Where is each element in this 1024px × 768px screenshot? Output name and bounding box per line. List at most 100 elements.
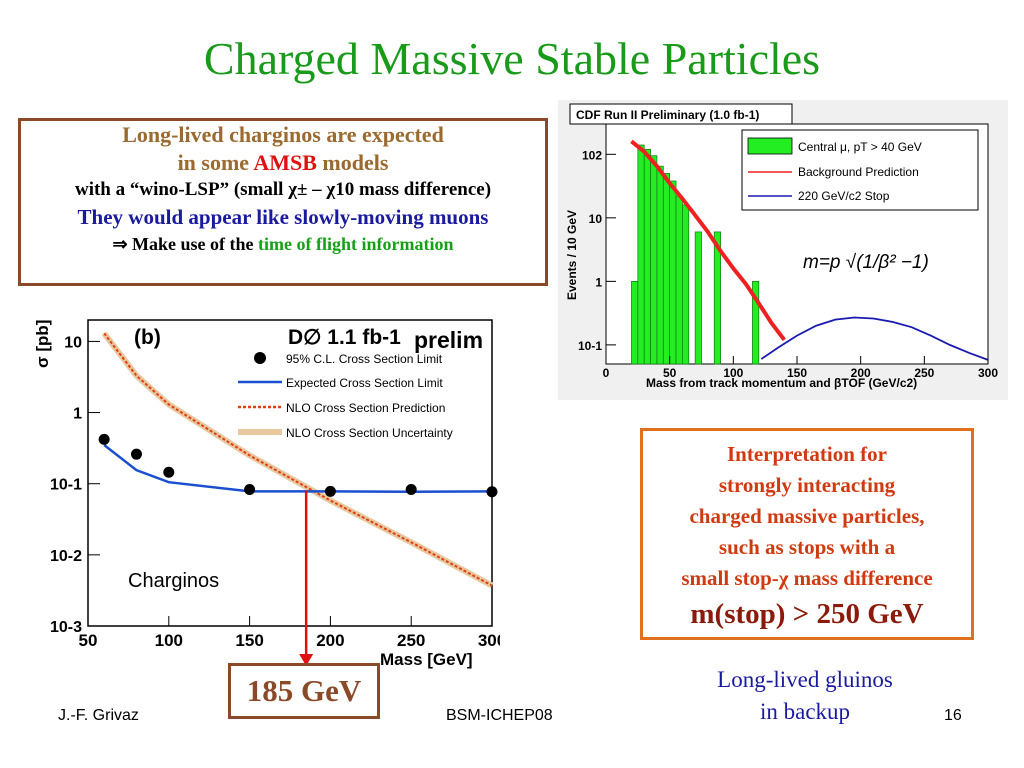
d0-observed-point-5 (405, 483, 417, 495)
cdf-x-tick-label-6: 300 (978, 366, 998, 380)
cdf-chart-title: CDF Run II Preliminary (1.0 fb-1) (576, 108, 759, 122)
d0-y-tick-label-0: 10-3 (50, 619, 82, 636)
d0-y-tick-label-1: 10-2 (50, 548, 82, 565)
cdf-x-tick-label-0: 0 (603, 366, 610, 380)
d0-x-label: Mass [GeV] (380, 650, 473, 669)
d0-x-tick-label-1: 100 (155, 631, 183, 650)
cdf-formula: m=p √(1/β² −1) (803, 252, 929, 273)
interpretation-line-3: charged massive particles, (689, 504, 925, 528)
cdf-hist-bin-9 (682, 204, 690, 365)
cdf-x-tick-label-4: 200 (851, 366, 871, 380)
cdf-hist-bin-1 (631, 281, 639, 365)
d0-legend-obs-marker (254, 352, 266, 364)
cdf-hist-bin-13 (713, 231, 721, 365)
d0-charginos-annotation: Charginos (128, 570, 219, 592)
cdf-y-tick-label-0: 10-1 (578, 339, 602, 353)
d0-observed-point-1 (130, 448, 142, 460)
d0-y-ticks: 10-3 10-2 10-1 1 10 (50, 334, 100, 636)
motivation-line-2: in some AMSB models (21, 149, 545, 177)
interpretation-line-2: strongly interacting (718, 473, 896, 497)
d0-observed-point-6 (486, 486, 498, 498)
gluinos-backup-note: Long-lived gluinos in backup (680, 664, 930, 728)
tof-highlight: time of flight information (258, 234, 454, 254)
cdf-y-ticks: 10-1 1 10 102 (578, 148, 616, 353)
cdf-hist-bin-3 (643, 148, 651, 365)
cdf-hist-bin-6 (662, 173, 671, 365)
d0-observed-limit-points (98, 433, 498, 498)
amsb-highlight: AMSB (253, 150, 317, 175)
backup-line-1: Long-lived gluinos (717, 667, 893, 692)
cdf-hist-bin-15 (752, 281, 760, 365)
cdf-x-tick-label-2: 100 (723, 366, 743, 380)
d0-plot-area (87, 319, 493, 627)
cdf-stop-signal-curve (760, 316, 989, 361)
d0-x-tick-label-2: 150 (235, 631, 263, 650)
d0-legend-obs: 95% C.L. Cross Section Limit (286, 352, 443, 366)
d0-observed-point-4 (324, 485, 336, 497)
cdf-mass-chart: CDF Run II Preliminary (1.0 fb-1) 0 50 100… (558, 100, 1008, 400)
motivation-line-2-post: models (316, 150, 389, 175)
cdf-x-tick-label-5: 250 (914, 366, 934, 380)
interpretation-line-5: small stop-χ mass difference (681, 566, 933, 590)
d0-observed-point-0 (98, 433, 110, 445)
cdf-legend-sig: 220 GeV/c2 Stop (798, 189, 890, 203)
cdf-y-tick-label-2: 10 (589, 212, 603, 226)
cdf-legend-hist-swatch (747, 137, 793, 155)
d0-legend-nlo: NLO Cross Section Prediction (286, 401, 445, 415)
d0-mass-limit-arrow (299, 490, 314, 666)
cdf-legend-hist: Central μ, pT > 40 GeV (798, 140, 922, 154)
d0-x-tick-label-0: 50 (79, 631, 98, 650)
d0-x-tick-label-3: 200 (316, 631, 344, 650)
charginos-motivation-box: Long-lived charginos are expected in som… (18, 118, 548, 286)
stop-mass-limit: m(stop) > 250 GeV (690, 598, 924, 630)
cdf-hist-bin-8 (675, 195, 683, 365)
d0-panel-label: (b) (134, 326, 161, 349)
d0-legend-exp: Expected Cross Section Limit (286, 376, 443, 390)
footer-author: J.-F. Grivaz (58, 707, 139, 724)
d0-x-tick-label-5: 300 (478, 631, 500, 650)
cdf-hist-bin-4 (650, 155, 658, 365)
motivation-line-2-pre: in some (177, 150, 254, 175)
d0-nlo-line (103, 332, 493, 587)
stop-interpretation-box: Interpretation for strongly interacting … (640, 428, 974, 640)
d0-x-ticks: 50 100 150 200 250 300 (79, 616, 500, 650)
cdf-x-tick-label-3: 150 (787, 366, 807, 380)
d0-y-tick-label-4: 10 (64, 334, 82, 351)
cdf-y-tick-label-1: 1 (595, 275, 602, 289)
cdf-x-label: Mass from track momentum and βTOF (GeV/c… (646, 376, 917, 390)
d0-nlo-prediction-curve (101, 331, 494, 589)
cdf-hist-bin-5 (656, 165, 664, 365)
interpretation-line-1: Interpretation for (727, 442, 887, 466)
cdf-hist-bin-7 (669, 180, 677, 365)
cdf-y-label: Events / 10 GeV (565, 210, 579, 300)
d0-x-tick-label-4: 250 (397, 631, 425, 650)
chargino-mass-limit-box: 185 GeV (228, 663, 380, 719)
footer-conference: BSM-ICHEP08 (446, 707, 553, 724)
motivation-line-1: Long-lived charginos are expected (122, 122, 444, 147)
cdf-background-line (630, 139, 786, 342)
backup-line-2: in backup (759, 699, 851, 724)
slide-title: Charged Massive Stable Particles (203, 33, 821, 84)
d0-legend-unc: NLO Cross Section Uncertainty (286, 426, 453, 440)
motivation-line-5: ⇒ Make use of the time of flight informa… (21, 231, 545, 257)
d0-y-label: σ [pb] (33, 320, 52, 368)
cdf-histogram (631, 144, 760, 365)
d0-limit-arrowhead (299, 654, 314, 666)
motivation-line-4: They would appear like slowly-moving muo… (77, 205, 489, 229)
d0-observed-point-2 (163, 466, 175, 478)
cdf-hist-bin-11 (694, 231, 702, 365)
cdf-hist-bin-2 (637, 144, 645, 365)
motivation-line-5-pre: ⇒ Make use of the (112, 234, 259, 254)
cdf-x-tick-label-1: 50 (663, 366, 677, 380)
cdf-background-band (630, 139, 786, 342)
motivation-line-3: with a “wino-LSP” (small χ± – χ10 mass d… (74, 179, 492, 200)
cdf-x-ticks: 0 50 100 150 200 250 300 (603, 356, 998, 380)
d0-y-tick-label-3: 1 (73, 406, 82, 423)
d0-experiment-label: D∅ 1.1 fb-1 (288, 326, 401, 349)
cdf-y-tick-label-3: 102 (582, 148, 602, 162)
cdf-legend-bkg: Background Prediction (798, 165, 919, 179)
d0-prelim-label: prelim (414, 327, 483, 353)
d0-cross-section-chart: 50 100 150 200 250 300 10-3 10-2 10-1 1 10 (b) D∅… (30, 306, 500, 676)
d0-observed-point-3 (244, 483, 256, 495)
cdf-signal-line (760, 316, 989, 361)
